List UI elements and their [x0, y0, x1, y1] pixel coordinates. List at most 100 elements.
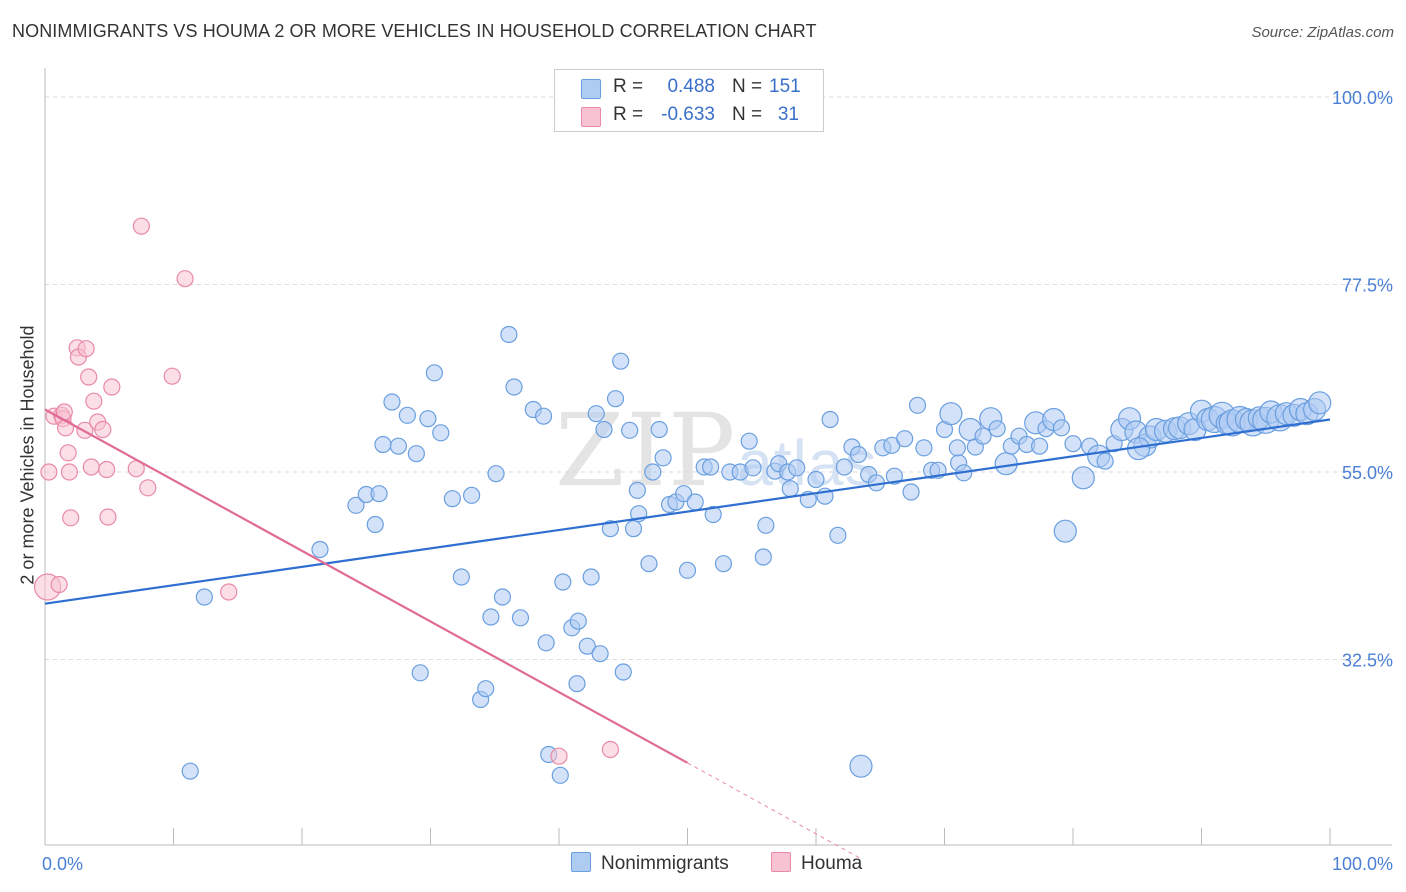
houma-point: [85, 392, 103, 410]
nonimmigrants-point: [974, 427, 992, 445]
nonimmigrants-point: [389, 437, 407, 455]
houma-point: [132, 217, 150, 235]
nonimmigrants-point: [311, 540, 329, 559]
bottom-legend-swatch-houma: [771, 852, 791, 872]
legend-r-value: -0.633: [661, 104, 715, 125]
nonimmigrants-point: [829, 526, 847, 544]
houma-point: [50, 575, 68, 594]
nonimmigrants-point: [181, 762, 199, 780]
nonimmigrants-point: [606, 390, 625, 408]
nonimmigrants-point: [195, 588, 213, 606]
houma-point: [220, 583, 238, 601]
nonimmigrants-point: [675, 485, 693, 503]
nonimmigrants-point: [939, 402, 963, 426]
nonimmigrants-point: [902, 483, 920, 501]
nonimmigrants-point: [477, 680, 495, 698]
houma-point: [82, 458, 100, 476]
nonimmigrants-point: [511, 609, 530, 627]
nonimmigrants-point: [788, 459, 806, 477]
bottom-legend-houma: Houma: [771, 852, 862, 875]
houma-point: [62, 509, 80, 527]
nonimmigrants-point: [347, 496, 365, 514]
nonimmigrants-point: [1071, 466, 1095, 490]
nonimmigrants-point: [896, 430, 914, 448]
nonimmigrants-point: [443, 490, 461, 508]
nonimmigrants-point: [614, 663, 632, 681]
houma-point: [59, 444, 77, 462]
legend-swatch-nonimmigrants: [581, 79, 601, 99]
nonimmigrants-point: [1096, 452, 1114, 470]
nonimmigrants-point: [537, 634, 555, 652]
nonimmigrants-point: [835, 458, 853, 476]
nonimmigrants-point: [534, 407, 553, 425]
y-tick-label: 55.0%: [1342, 463, 1393, 483]
nonimmigrants-point: [554, 573, 572, 591]
houma-point: [99, 508, 117, 526]
nonimmigrants-point: [612, 352, 630, 370]
houma-point: [80, 368, 98, 386]
nonimmigrants-point: [568, 675, 586, 693]
houma-point: [163, 367, 181, 385]
nonimmigrants-point: [482, 608, 500, 626]
nonimmigrants-point: [601, 520, 620, 538]
nonimmigrants-point: [885, 467, 903, 485]
legend-r-label: R =: [613, 76, 644, 97]
legend-n-value: 151: [769, 76, 801, 97]
nonimmigrants-point: [432, 424, 450, 442]
legend-row-nonimmigrants: R = 0.488 N = 151: [555, 72, 823, 102]
nonimmigrants-point: [908, 396, 927, 414]
x-tick-label: 100.0%: [1332, 854, 1393, 874]
nonimmigrants-point: [569, 612, 587, 630]
nonimmigrants-point: [849, 754, 873, 778]
nonimmigrants-point: [425, 364, 443, 382]
nonimmigrants-point: [578, 637, 596, 655]
nonimmigrants-point: [757, 516, 775, 534]
nonimmigrants-point: [704, 505, 722, 524]
y-tick-label: 100.0%: [1332, 88, 1393, 108]
legend: R = 0.488 N = 151 R = -0.633 N = 31: [554, 69, 824, 132]
nonimmigrants-point: [781, 480, 799, 498]
houma-point: [94, 420, 112, 439]
nonimmigrants-point: [1053, 519, 1077, 543]
nonimmigrants-point: [744, 459, 762, 477]
nonimmigrants-point: [1308, 391, 1332, 415]
houma-point: [98, 460, 116, 479]
y-axis-label: 2 or more Vehicles in Household: [17, 325, 38, 585]
legend-swatch-houma: [581, 107, 601, 127]
houma-point: [60, 463, 79, 481]
houma-trendline: [44, 408, 689, 764]
nonimmigrants-point: [595, 420, 613, 439]
y-tick-label: 32.5%: [1342, 651, 1393, 671]
houma-point: [103, 378, 121, 396]
nonimmigrants-point: [374, 435, 392, 454]
nonimmigrants-point: [849, 445, 868, 464]
nonimmigrants-point: [740, 432, 758, 450]
nonimmigrants-point: [948, 439, 966, 457]
nonimmigrants-point: [1030, 437, 1049, 455]
nonimmigrants-point: [419, 410, 437, 428]
houma-point: [77, 340, 95, 358]
nonimmigrants-point: [821, 410, 839, 429]
nonimmigrants-point: [383, 393, 401, 411]
nonimmigrants-point: [505, 378, 523, 396]
nonimmigrants-point: [591, 645, 609, 663]
nonimmigrants-point: [654, 449, 672, 467]
houma-point: [139, 479, 157, 497]
nonimmigrants-point: [452, 568, 470, 586]
nonimmigrants-point: [500, 325, 518, 344]
nonimmigrants-point: [988, 420, 1006, 438]
nonimmigrants-point: [366, 515, 384, 534]
bottom-legend-swatch-nonimmigrants: [571, 852, 591, 872]
houma-point: [176, 270, 194, 288]
nonimmigrants-point: [582, 568, 600, 586]
nonimmigrants-point: [678, 561, 697, 579]
bottom-legend-label: Nonimmigrants: [601, 853, 729, 874]
nonimmigrants-point: [587, 405, 605, 423]
nonimmigrants-point: [714, 555, 733, 573]
nonimmigrants-point: [624, 520, 643, 538]
nonimmigrants-point: [1064, 435, 1082, 453]
nonimmigrants-point: [754, 548, 772, 566]
legend-r-label: R =: [613, 104, 644, 125]
legend-n-value: 31: [777, 104, 799, 125]
